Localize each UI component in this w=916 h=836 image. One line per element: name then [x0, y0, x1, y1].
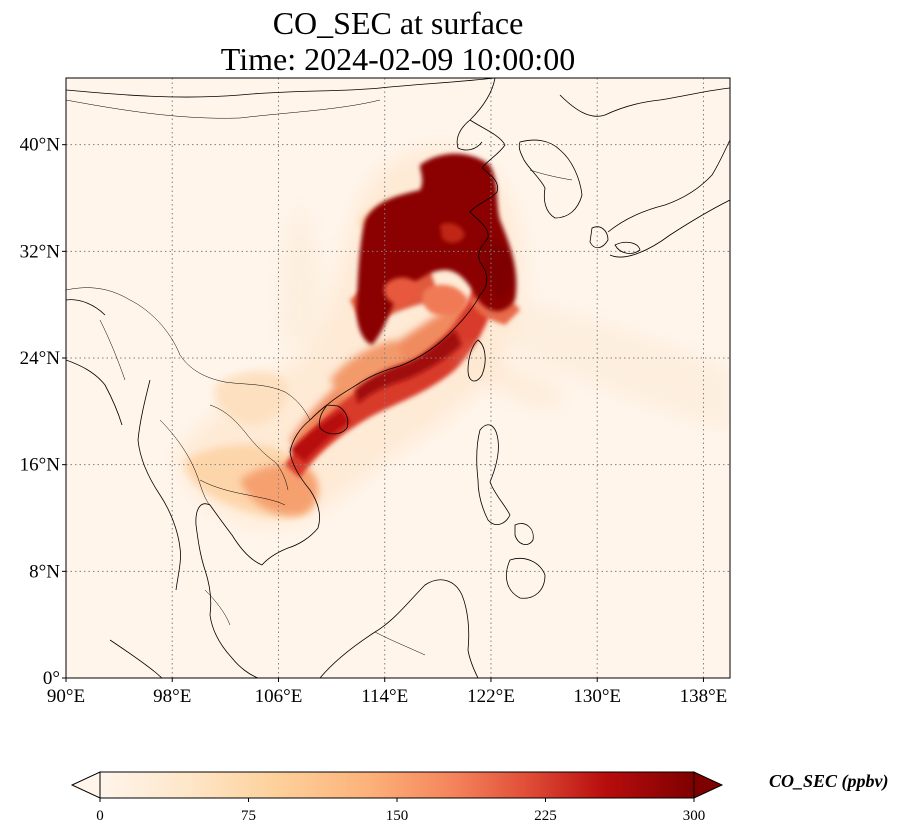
leizhou-hainan	[319, 404, 349, 435]
colorbar-tick-label: 0	[96, 808, 104, 824]
coastlines	[66, 78, 730, 678]
sumatra	[109, 639, 163, 678]
colorbar: 0 75 150 225 300 CO_SEC (ppbv)	[70, 771, 889, 824]
colorbar-extend-high	[693, 771, 724, 799]
tick-label-lon: 106°E	[255, 686, 303, 707]
north-border	[66, 78, 496, 98]
colorbar-label: CO_SEC (ppbv)	[769, 771, 889, 792]
northeast-coast	[559, 87, 730, 117]
border-india-myanmar	[99, 319, 126, 381]
map-gridlines	[66, 78, 730, 678]
plume-inner-holes	[384, 223, 468, 316]
japan-kyushu	[589, 226, 609, 249]
far-east-light-plume	[465, 350, 560, 410]
bay-bengal	[66, 359, 123, 426]
tick-label-lat: 32°N	[20, 241, 61, 262]
tick-label-lon: 98°E	[153, 686, 191, 707]
japan-shikoku	[614, 241, 641, 254]
colorbar-ticks: 0 75 150 225 300	[96, 798, 705, 824]
china-coast	[309, 78, 506, 421]
colorbar-tick-label: 225	[534, 808, 557, 824]
border-malaysia	[204, 589, 231, 626]
taiwan	[467, 339, 486, 382]
colorbar-tick-label: 300	[683, 808, 706, 824]
borneo	[319, 579, 479, 678]
tick-label-lon: 130°E	[573, 686, 621, 707]
tick-label-lon: 122°E	[467, 686, 515, 707]
gulf-thailand	[195, 503, 263, 678]
map-frame-border	[65, 77, 731, 679]
border-mongolia	[66, 99, 381, 119]
border-borneo	[374, 631, 426, 656]
myanmar-coast	[137, 379, 181, 591]
india-edge	[66, 299, 106, 316]
border-china-sw	[66, 287, 311, 421]
country-borders	[66, 99, 573, 656]
vietnam-coast	[261, 419, 320, 566]
border-laos	[209, 404, 289, 491]
philippines-luzon	[476, 424, 511, 525]
tick-label-lat: 8°N	[29, 561, 60, 582]
map-axes: 90°E 98°E 106°E 114°E 122°E 130°E 138°E 0° 8°N 16…	[20, 135, 728, 707]
tick-label-lat: 16°N	[20, 455, 61, 476]
tick-label-lon: 114°E	[361, 686, 408, 707]
philippines-mindanao	[506, 558, 546, 599]
border-myanmar-thailand	[159, 419, 211, 506]
map-title-line-1: CO_SEC at surface	[272, 5, 524, 41]
map-title-line-2: Time: 2024-02-09 10:00:00	[220, 41, 576, 77]
tick-label-lat: 0°	[43, 668, 60, 689]
bohai	[456, 119, 483, 151]
japan-honshu	[607, 139, 730, 233]
tick-label-lat: 40°N	[20, 135, 61, 156]
tick-label-lon: 138°E	[680, 686, 728, 707]
philippines-visayas	[514, 523, 534, 545]
border-thailand-cambodia	[199, 479, 286, 506]
tick-label-lon: 90°E	[47, 686, 85, 707]
colorbar-tick-label: 75	[241, 808, 256, 824]
colorbar-extend-low	[70, 771, 101, 799]
japan-south	[609, 199, 730, 258]
korea	[518, 139, 583, 219]
co-sec-field	[175, 147, 730, 526]
border-korea	[529, 169, 573, 181]
tick-label-lat: 24°N	[20, 348, 61, 369]
colorbar-gradient	[99, 771, 695, 799]
colorbar-tick-label: 150	[386, 808, 409, 824]
